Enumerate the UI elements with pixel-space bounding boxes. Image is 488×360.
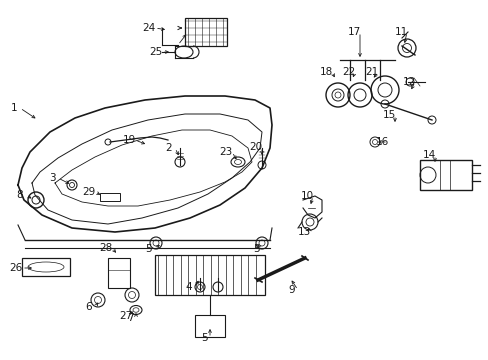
Text: 14: 14 <box>422 150 435 160</box>
Text: 16: 16 <box>375 137 388 147</box>
Text: 8: 8 <box>17 190 23 200</box>
Text: 5: 5 <box>252 244 259 254</box>
Text: 20: 20 <box>249 142 262 152</box>
Text: 17: 17 <box>346 27 360 37</box>
Bar <box>195 315 224 337</box>
Bar <box>419 160 471 190</box>
Text: 7: 7 <box>126 313 133 323</box>
Text: 27: 27 <box>119 311 132 321</box>
Text: 1: 1 <box>11 103 17 113</box>
Bar <box>155 255 264 295</box>
Text: 13: 13 <box>297 227 310 237</box>
Bar <box>100 193 120 201</box>
Text: 5: 5 <box>145 244 152 254</box>
Bar <box>22 258 70 276</box>
Text: 29: 29 <box>82 187 96 197</box>
Text: 4: 4 <box>185 282 192 292</box>
Text: 22: 22 <box>342 67 355 77</box>
Text: 24: 24 <box>142 23 155 33</box>
Text: 26: 26 <box>9 263 22 273</box>
Text: 19: 19 <box>122 135 135 145</box>
Text: 3: 3 <box>49 173 55 183</box>
Bar <box>108 258 130 288</box>
Text: 12: 12 <box>402 77 415 87</box>
Text: 2: 2 <box>165 143 172 153</box>
Text: 18: 18 <box>319 67 332 77</box>
Text: 6: 6 <box>85 302 92 312</box>
Text: 5: 5 <box>200 333 207 343</box>
Text: 9: 9 <box>288 285 295 295</box>
Text: 10: 10 <box>300 191 313 201</box>
Bar <box>184 18 226 46</box>
Text: 21: 21 <box>365 67 378 77</box>
Text: 28: 28 <box>99 243 112 253</box>
Text: 15: 15 <box>382 110 395 120</box>
Text: 25: 25 <box>149 47 163 57</box>
Text: 23: 23 <box>219 147 232 157</box>
Text: 11: 11 <box>393 27 407 37</box>
